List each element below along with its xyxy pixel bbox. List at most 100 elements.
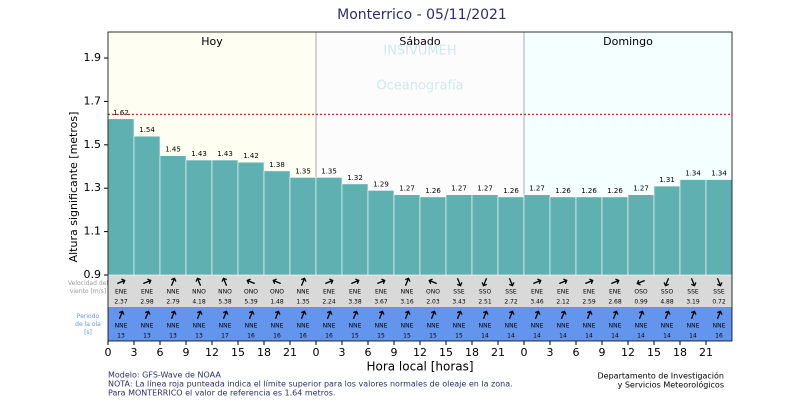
x-tick-label: 15 <box>647 346 661 359</box>
arrow-shape <box>690 310 697 319</box>
direction-arrow <box>428 278 437 285</box>
wave-direction: NNE <box>401 323 414 330</box>
direction-arrow <box>586 310 593 319</box>
wave-direction: NNE <box>479 323 492 330</box>
wind-direction: NNE <box>167 289 180 296</box>
direction-arrow <box>118 310 125 319</box>
wind-direction: ONO <box>426 289 440 296</box>
wind-direction: ENE <box>557 289 569 296</box>
wave-period: 14 <box>559 333 567 340</box>
bar <box>159 155 187 276</box>
wind-speed: 3.38 <box>348 299 362 306</box>
bar <box>627 194 655 276</box>
arrow-shape <box>300 310 307 319</box>
wind-speed: 3.43 <box>452 299 466 306</box>
bar <box>705 179 733 276</box>
wind-speed: 3.67 <box>374 299 388 306</box>
wind-speed: 2.24 <box>322 299 336 306</box>
bar-value-label: 1.27 <box>399 185 415 193</box>
arrow-shape <box>716 278 723 287</box>
bar-value-label: 1.45 <box>165 146 181 154</box>
day-label: Sábado <box>399 35 440 48</box>
arrow-shape <box>143 278 152 285</box>
direction-arrow <box>611 278 620 285</box>
y-tick-label: 1.5 <box>84 138 102 151</box>
x-tick-label: 3 <box>547 346 554 359</box>
direction-arrow <box>508 310 515 319</box>
wind-direction: ENE <box>609 289 621 296</box>
wave-period: 14 <box>611 333 619 340</box>
bar-value-label: 1.31 <box>659 176 675 184</box>
arrow-shape <box>716 310 723 319</box>
wave-direction: NNE <box>141 323 154 330</box>
arrow-shape <box>585 278 594 285</box>
wind-speed: 2.51 <box>478 299 492 306</box>
arrow-shape <box>534 310 541 319</box>
direction-arrow <box>248 310 255 319</box>
bar-value-label: 1.43 <box>191 150 207 158</box>
arrow-shape <box>352 310 359 319</box>
wave-direction: NNE <box>661 323 674 330</box>
bar <box>211 159 239 276</box>
x-tick-label: 15 <box>231 346 245 359</box>
footer-note: NOTA: La línea roja punteada indica el l… <box>108 380 513 389</box>
wave-direction: NNE <box>713 323 726 330</box>
direction-arrow <box>300 277 307 286</box>
bar <box>445 194 473 276</box>
wave-period: 13 <box>195 333 203 340</box>
x-tick-label: 21 <box>283 346 297 359</box>
arrow-shape <box>428 278 437 285</box>
wind-speed: 2.68 <box>608 299 622 306</box>
wave-period: 15 <box>429 333 437 340</box>
wind-direction: ENE <box>349 289 361 296</box>
wave-direction: NNE <box>271 323 284 330</box>
wind-speed: 2.98 <box>140 299 154 306</box>
direction-arrow <box>144 310 151 319</box>
direction-arrow <box>559 278 568 285</box>
wave-period: 14 <box>637 333 645 340</box>
wave-row-label: Periodo de la ola [s] <box>75 313 101 336</box>
wind-row-label: Velocidad del viento [m/s] <box>68 280 108 295</box>
wave-period: 14 <box>533 333 541 340</box>
wind-speed: 2.37 <box>114 299 128 306</box>
arrow-shape <box>274 310 281 319</box>
direction-arrow <box>456 310 463 319</box>
direction-arrow <box>272 278 281 285</box>
direction-arrow <box>612 310 619 319</box>
arrow-shape <box>533 278 542 285</box>
direction-arrow <box>508 278 515 287</box>
wind-speed: 3.46 <box>530 299 544 306</box>
arrow-shape <box>404 277 411 286</box>
direction-arrow <box>664 310 671 319</box>
day-label: Domingo <box>603 35 653 48</box>
arrow-shape <box>559 278 568 285</box>
wave-direction: NNE <box>167 323 180 330</box>
wave-period: 14 <box>585 333 593 340</box>
x-tick-label: 0 <box>521 346 528 359</box>
wave-direction: NNE <box>115 323 128 330</box>
wind-direction: SSO <box>661 289 674 296</box>
arrow-shape <box>456 278 463 287</box>
wind-speed: 2.03 <box>426 299 440 306</box>
footer-note: Para MONTERRICO el valor de referencia e… <box>108 389 335 398</box>
wave-period: 13 <box>143 333 151 340</box>
y-tick-label: 1.9 <box>84 51 102 64</box>
x-tick-label: 15 <box>439 346 453 359</box>
arrow-shape <box>351 278 360 285</box>
bar <box>237 161 265 276</box>
bar-value-label: 1.35 <box>321 167 337 175</box>
bar-value-label: 1.34 <box>685 170 701 178</box>
wave-period: 13 <box>117 333 125 340</box>
wind-speed: 1.48 <box>270 299 284 306</box>
direction-arrow <box>690 310 697 319</box>
y-tick-label: 0.9 <box>84 268 102 281</box>
y-tick-label: 1.1 <box>84 225 102 238</box>
direction-arrow <box>274 310 281 319</box>
bar <box>133 135 161 276</box>
wind-speed: 2.72 <box>504 299 518 306</box>
direction-arrow <box>533 278 542 285</box>
wind-direction: ONO <box>244 289 258 296</box>
y-tick-label: 1.7 <box>84 94 102 107</box>
x-tick-label: 12 <box>413 346 427 359</box>
bar <box>419 196 447 276</box>
